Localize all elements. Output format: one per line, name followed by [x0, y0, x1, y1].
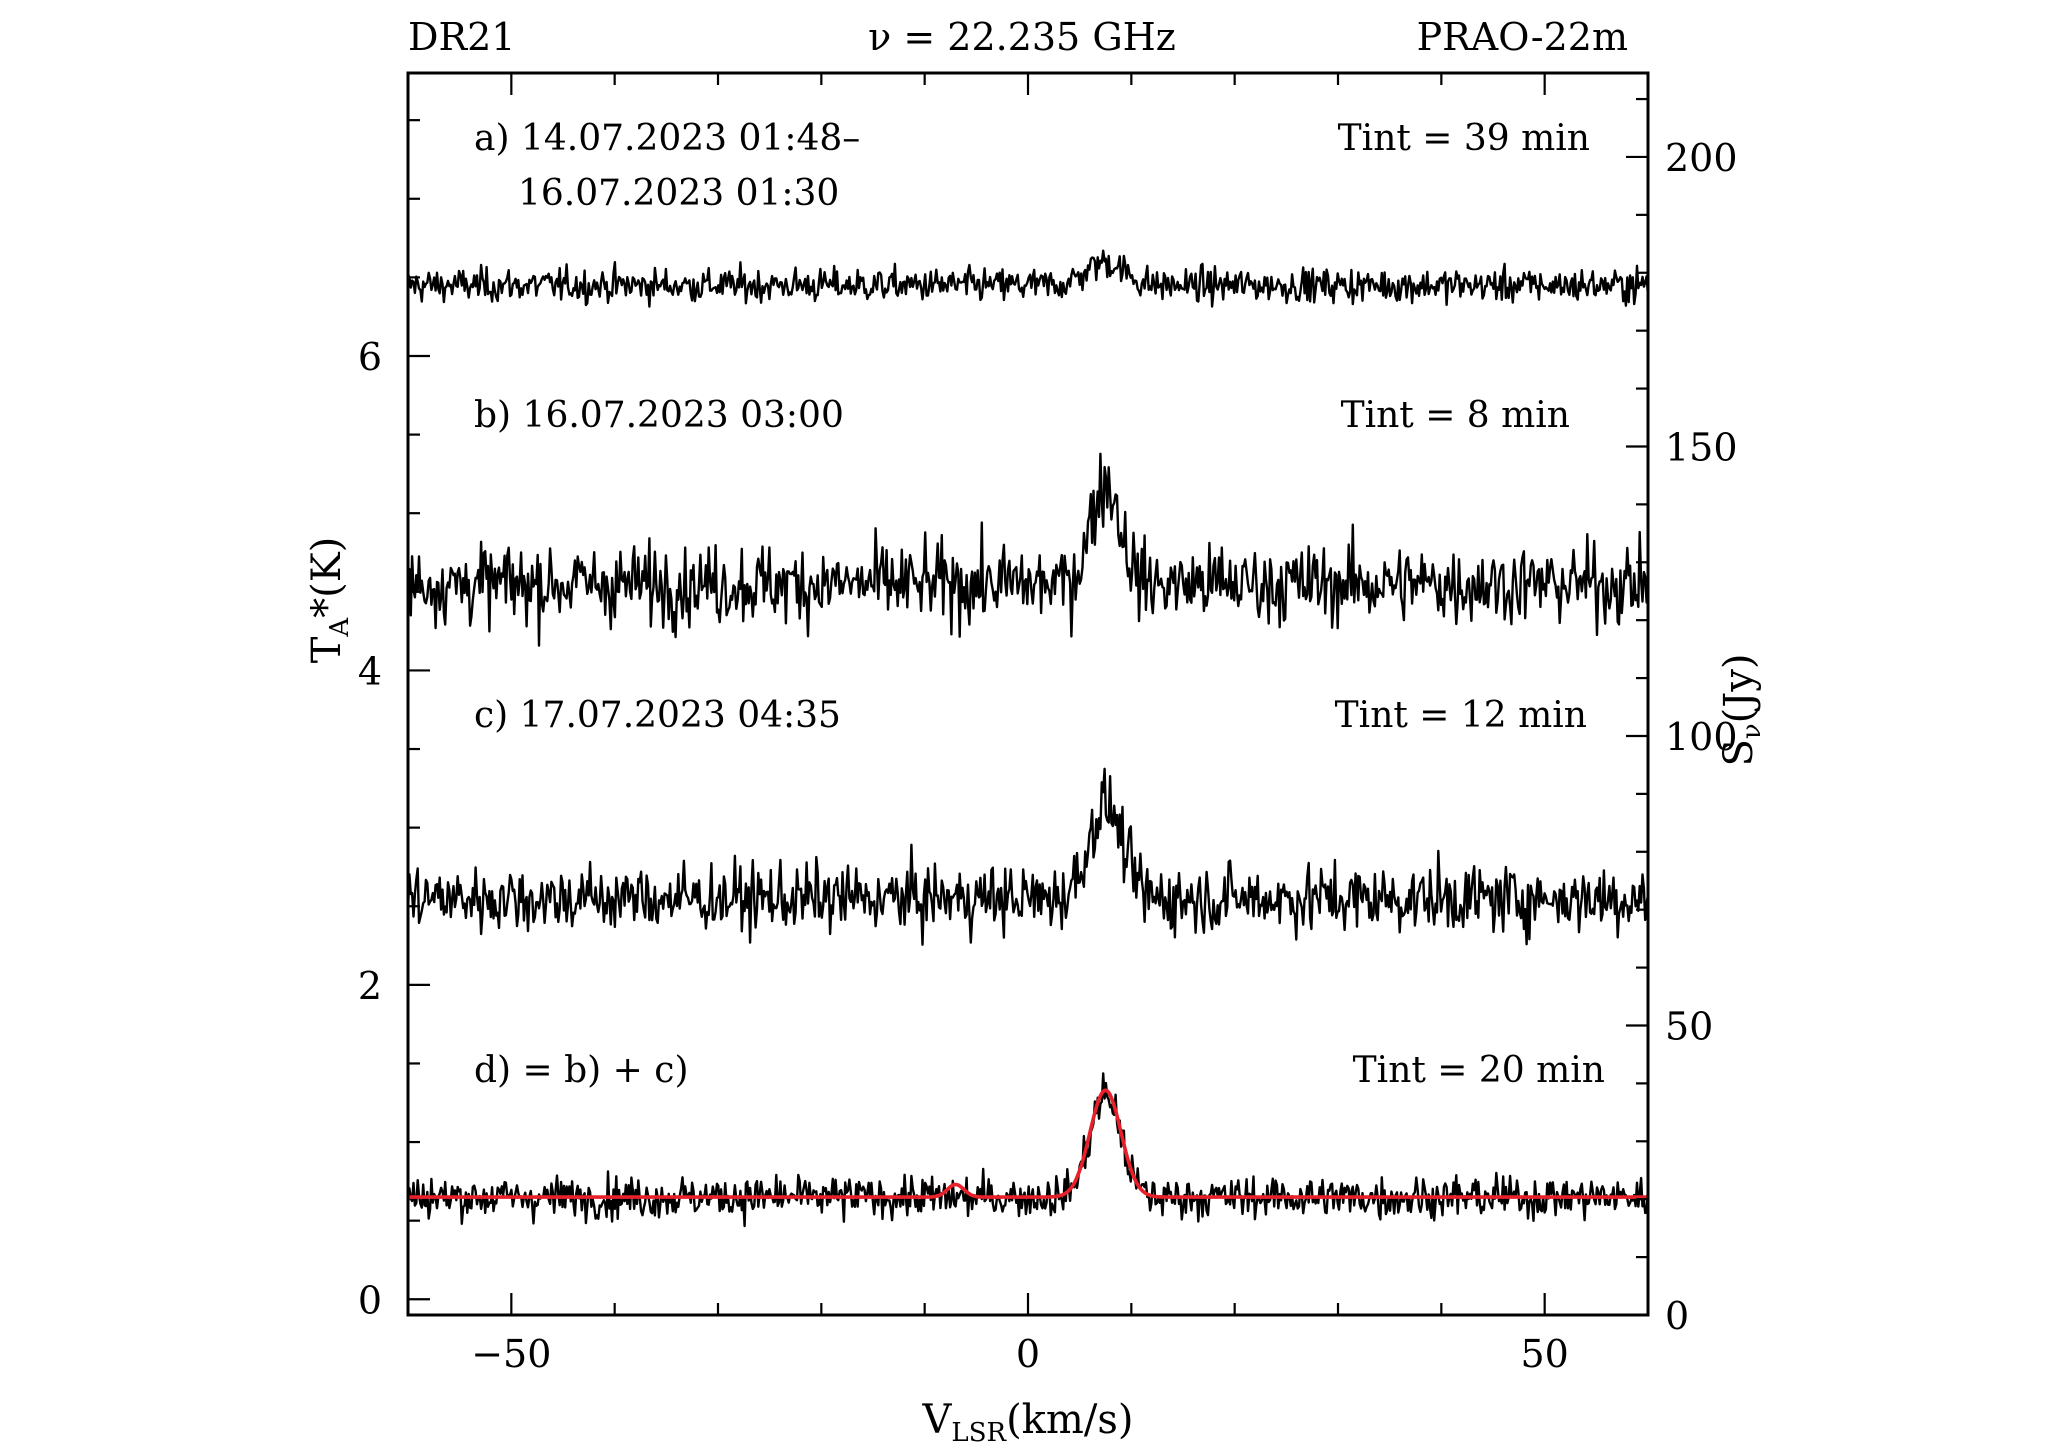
panel-c-labels: c) 17.07.2023 04:35 Tint = 12 min	[474, 695, 1587, 736]
spectrum-c	[406, 767, 1650, 946]
y-left-tick-label: 4	[358, 649, 382, 693]
panel-a-labels: a) 14.07.2023 01:48– 16.07.2023 01:30 Ti…	[474, 118, 1590, 214]
plot-area	[406, 249, 1650, 1228]
source-label: DR21	[408, 15, 515, 59]
y-right-tick-label: 200	[1665, 136, 1738, 180]
plot-frame	[406, 71, 1650, 1317]
x-axis-title: VLSR(km/s)	[922, 1397, 1134, 1448]
telescope-label: PRAO-22m	[1417, 15, 1628, 59]
y-left-tick-label: 2	[358, 964, 382, 1008]
panel-b-tint: Tint = 8 min	[1341, 395, 1570, 436]
y-axis-right-title: Sν(Jy)	[1716, 653, 1767, 766]
gaussian-fit-line	[408, 1088, 1648, 1199]
axis-ticks: −50 0 50 0 2 4 6 0 50 100 150 200	[358, 73, 1738, 1376]
panel-b-labels: b) 16.07.2023 03:00 Tint = 8 min	[474, 395, 1570, 436]
x-tick-label: 50	[1520, 1332, 1568, 1376]
panel-a-tint: Tint = 39 min	[1338, 118, 1590, 159]
panel-d-labels: d) = b) + c) Tint = 20 min	[474, 1050, 1605, 1091]
spectrum-b	[406, 452, 1650, 647]
panel-d-label: d) = b) + c)	[474, 1050, 689, 1091]
panel-d-tint: Tint = 20 min	[1353, 1050, 1605, 1091]
panel-c-tint: Tint = 12 min	[1335, 695, 1587, 736]
y-left-tick-label: 6	[358, 335, 382, 379]
y-left-tick-label: 0	[358, 1278, 382, 1322]
spectrum-a	[406, 249, 1650, 308]
spectrum-d	[406, 1072, 1650, 1228]
y-right-tick-label: 100	[1665, 715, 1738, 759]
frequency-label: ν = 22.235 GHz	[868, 15, 1176, 59]
panel-a-date-line2: 16.07.2023 01:30	[518, 173, 839, 214]
y-right-tick-label: 50	[1665, 1004, 1713, 1048]
panel-b-date: b) 16.07.2023 03:00	[474, 395, 844, 436]
x-tick-label: −50	[471, 1332, 551, 1376]
y-right-tick-label: 150	[1665, 425, 1738, 469]
y-axis-left-title: TA*(K)	[304, 537, 355, 664]
panel-c-date: c) 17.07.2023 04:35	[474, 695, 841, 736]
y-right-tick-label: 0	[1665, 1294, 1689, 1338]
panel-a-date-line1: a) 14.07.2023 01:48–	[474, 118, 860, 159]
x-tick-label: 0	[1016, 1332, 1040, 1376]
